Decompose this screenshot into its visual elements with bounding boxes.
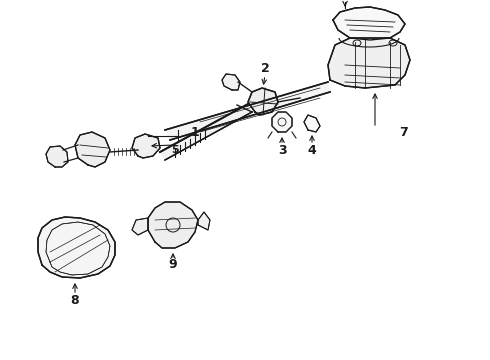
Text: 7: 7 [399,126,407,139]
Polygon shape [222,74,240,90]
Polygon shape [132,218,148,235]
Polygon shape [75,132,110,167]
Polygon shape [328,38,410,88]
Text: 4: 4 [308,144,317,157]
Polygon shape [38,217,115,278]
Polygon shape [198,212,210,230]
Polygon shape [248,88,278,115]
Text: 8: 8 [71,293,79,306]
Polygon shape [132,134,160,158]
Text: 1: 1 [191,126,199,139]
Polygon shape [46,222,110,275]
Polygon shape [272,112,292,132]
Polygon shape [148,202,198,248]
Text: 3: 3 [278,144,286,157]
Polygon shape [165,82,330,140]
Polygon shape [333,7,405,40]
Text: 6: 6 [341,0,349,4]
Polygon shape [304,115,320,132]
Polygon shape [46,146,68,167]
Text: 9: 9 [169,258,177,271]
Polygon shape [160,104,252,160]
Text: 2: 2 [261,63,270,76]
Text: 5: 5 [171,145,179,155]
